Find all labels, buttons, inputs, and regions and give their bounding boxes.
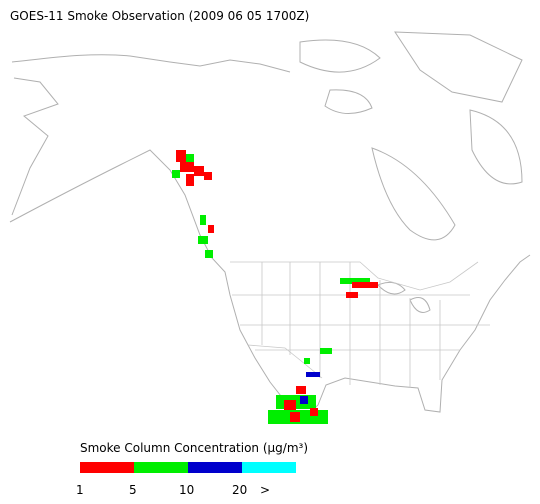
legend-tick: 20 xyxy=(232,483,247,497)
smoke-pixel xyxy=(352,282,378,288)
legend-tick: > xyxy=(260,483,270,497)
legend-tick: 1 xyxy=(76,483,84,497)
great-lakes xyxy=(377,281,431,313)
smoke-pixel xyxy=(296,386,306,394)
smoke-pixel xyxy=(194,166,204,176)
smoke-pixel xyxy=(208,225,214,233)
smoke-pixel xyxy=(320,348,332,354)
arctic-island xyxy=(324,89,373,114)
smoke-pixel xyxy=(176,150,186,162)
colorbar-swatch xyxy=(242,462,296,473)
base-map xyxy=(9,31,531,423)
coastline xyxy=(11,54,291,73)
colorbar-swatch xyxy=(80,462,134,473)
smoke-pixel xyxy=(186,174,194,186)
coastline xyxy=(9,77,301,423)
smoke-plumes xyxy=(172,150,378,424)
arctic-island xyxy=(299,39,381,73)
us-canada-border xyxy=(230,261,479,291)
smoke-pixel xyxy=(304,358,310,364)
us-mexico-border xyxy=(247,344,323,379)
colorbar-swatch xyxy=(134,462,188,473)
colorbar-swatch xyxy=(188,462,242,473)
smoke-pixel xyxy=(306,372,320,377)
smoke-pixel xyxy=(200,215,206,225)
smoke-pixel xyxy=(186,154,194,162)
smoke-pixel xyxy=(205,250,213,258)
smoke-pixel xyxy=(300,396,308,404)
colorbar xyxy=(80,462,296,473)
smoke-pixel xyxy=(340,278,370,284)
smoke-pixel xyxy=(198,236,208,244)
hudson-bay xyxy=(371,147,456,241)
legend-tick: 5 xyxy=(129,483,137,497)
legend-title: Smoke Column Concentration (μg/m³) xyxy=(80,441,308,455)
arctic-island xyxy=(469,109,523,185)
smoke-pixel xyxy=(180,162,194,172)
coastline xyxy=(299,254,531,423)
smoke-pixel xyxy=(204,172,212,180)
smoke-pixel xyxy=(346,292,358,298)
smoke-pixel xyxy=(310,408,318,416)
map-title: GOES-11 Smoke Observation (2009 06 05 17… xyxy=(10,9,309,23)
smoke-pixel xyxy=(172,170,180,178)
legend-tick: 10 xyxy=(179,483,194,497)
smoke-pixel xyxy=(290,412,300,422)
smoke-pixel xyxy=(284,400,296,410)
arctic-island xyxy=(394,31,523,103)
